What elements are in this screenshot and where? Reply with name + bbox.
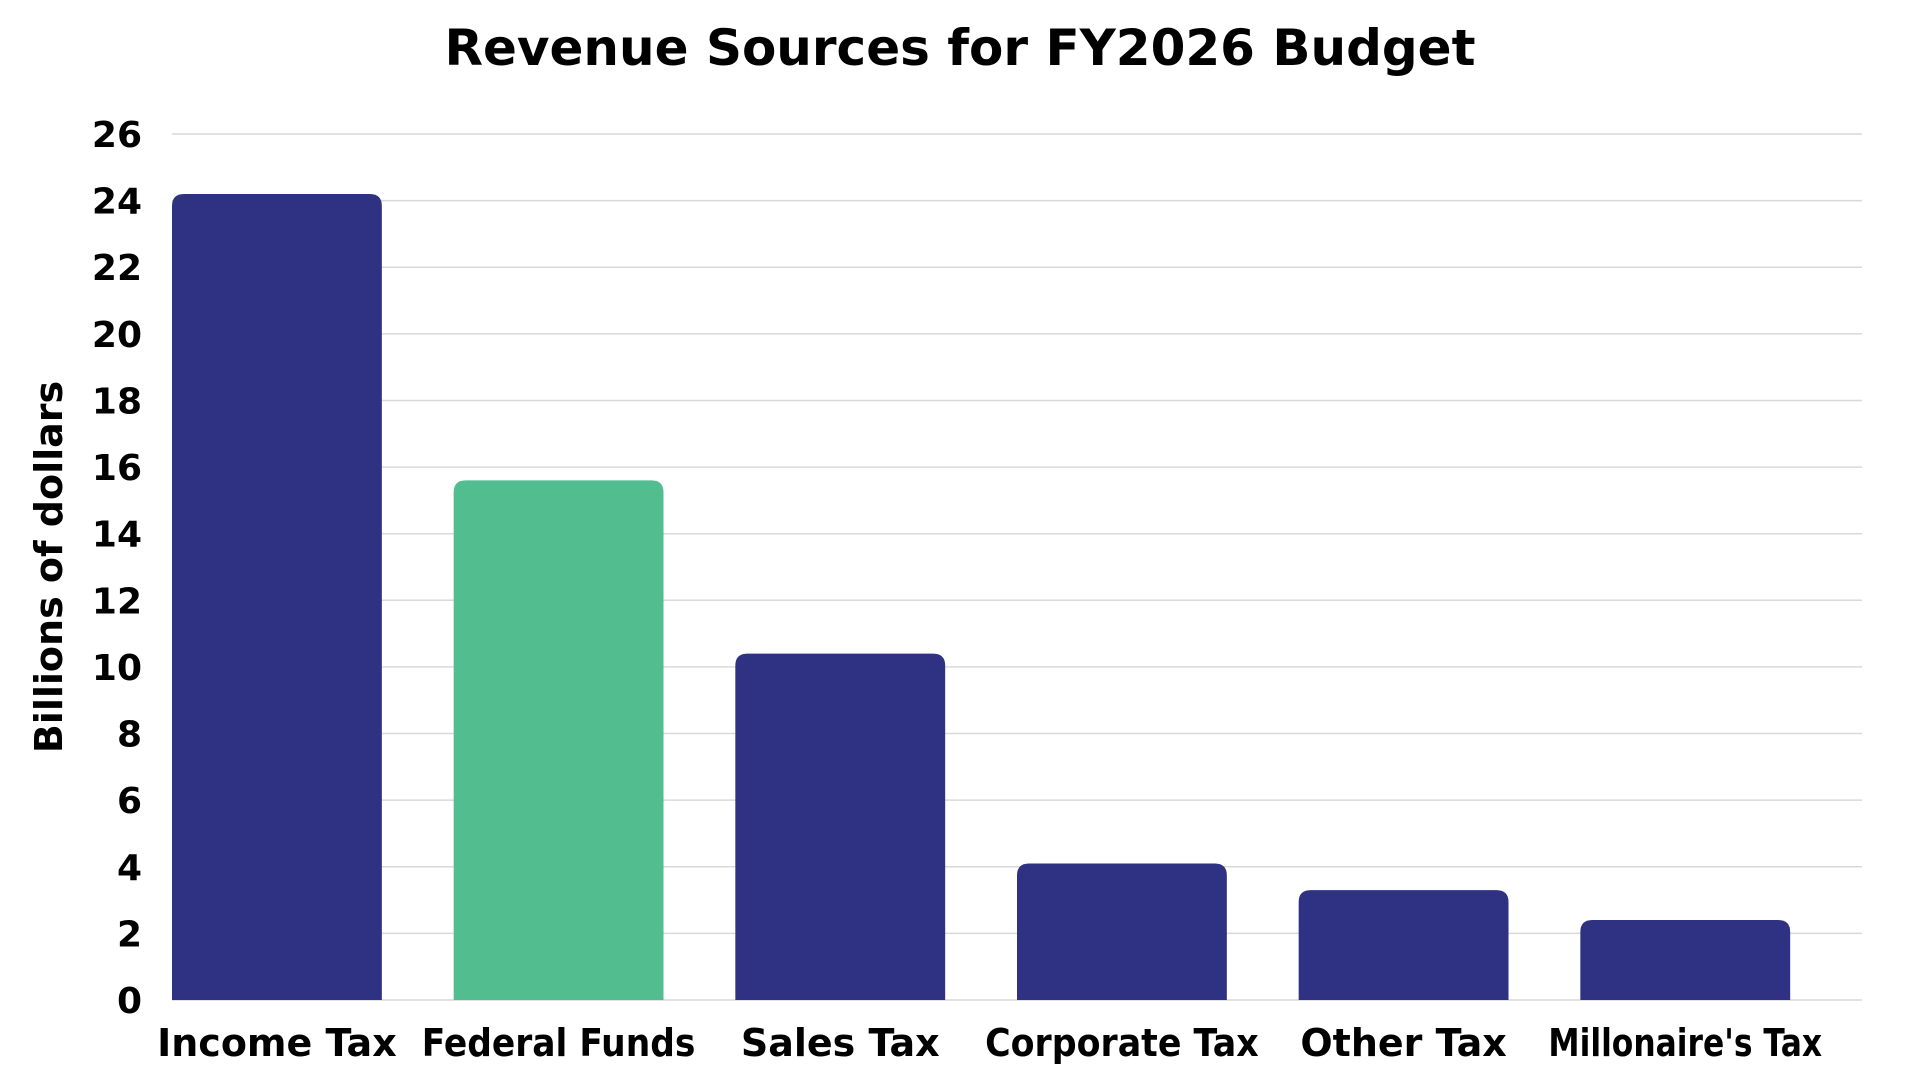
y-tick-label: 22 xyxy=(92,248,142,289)
bar-millonaire-s-tax xyxy=(1580,920,1791,1000)
y-tick-label: 14 xyxy=(92,515,142,556)
x-category-label: Income Tax xyxy=(157,1021,397,1065)
y-tick-label: 6 xyxy=(117,781,142,822)
x-category-label: Millonaire's Tax xyxy=(1548,1021,1822,1065)
x-category-label: Federal Funds xyxy=(422,1021,696,1065)
chart-title: Revenue Sources for FY2026 Budget xyxy=(444,19,1476,77)
x-category-label: Other Tax xyxy=(1300,1021,1506,1065)
bar-income-tax xyxy=(172,193,382,1000)
y-tick-label: 4 xyxy=(117,848,142,889)
y-tick-label: 10 xyxy=(92,648,142,689)
x-axis-categories: Income Tax Federal Funds Sales Tax Corporat… xyxy=(157,1021,1822,1065)
bar-sales-tax xyxy=(735,653,946,1000)
y-tick-label: 24 xyxy=(92,182,142,223)
x-category-label: Corporate Tax xyxy=(985,1021,1259,1065)
y-tick-label: 0 xyxy=(117,981,142,1022)
bar-other-tax xyxy=(1298,890,1509,1000)
y-tick-label: 2 xyxy=(117,914,142,955)
x-category-label: Sales Tax xyxy=(741,1021,940,1065)
bars xyxy=(172,193,1791,1000)
y-tick-label: 8 xyxy=(117,715,142,756)
y-tick-label: 12 xyxy=(92,581,142,622)
y-tick-label: 20 xyxy=(92,315,142,356)
y-axis-label: Billions of dollars xyxy=(27,381,71,753)
y-tick-label: 26 xyxy=(92,115,142,156)
bar-corporate-tax xyxy=(1017,863,1227,1000)
y-tick-label: 18 xyxy=(92,381,142,422)
bar-federal-funds xyxy=(453,480,664,1000)
y-tick-label: 16 xyxy=(92,448,142,489)
gridlines xyxy=(172,133,1862,1001)
